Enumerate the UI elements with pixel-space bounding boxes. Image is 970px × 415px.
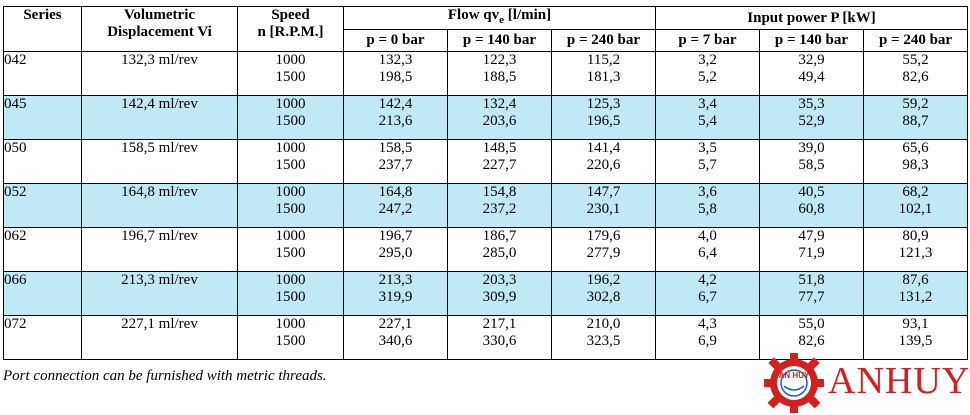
flow-cell: 132,4 203,6: [447, 95, 552, 140]
power-cell: 51,8 77,7: [759, 271, 864, 316]
specification-table: Series Volumetric Displacement Vi Speed …: [3, 6, 969, 360]
power-cell: 40,5 60,8: [759, 183, 864, 228]
flow-cell: 141,4 220,6: [551, 139, 656, 184]
header-power-col: p = 140 bar: [759, 29, 864, 52]
flow-cell: 115,2 181,3: [551, 51, 656, 96]
speed-cell: 1000 1500: [237, 227, 344, 272]
power-cell: 4,3 6,9: [655, 315, 760, 360]
power-cell: 55,0 82,6: [759, 315, 864, 360]
flow-cell: 179,6 277,9: [551, 227, 656, 272]
power-cell: 55,2 82,6: [862, 51, 969, 96]
power-cell: 68,2 102,1: [862, 183, 969, 228]
power-cell: 3,6 5,8: [655, 183, 760, 228]
speed-cell: 1000 1500: [237, 51, 344, 96]
flow-cell: 227,1 340,6: [343, 315, 448, 360]
flow-cell: 132,3 198,5: [343, 51, 448, 96]
series-cell: 042: [3, 51, 82, 96]
displacement-cell: 142,4 ml/rev: [81, 95, 238, 140]
header-power-group: Input power P [kW]: [654, 6, 969, 30]
flow-cell: 154,8 237,2: [447, 183, 552, 228]
displacement-cell: 227,1 ml/rev: [81, 315, 238, 360]
flow-cell: 142,4 213,6: [343, 95, 448, 140]
series-cell: 072: [3, 315, 82, 360]
header-speed: Speed n [R.P.M.]: [237, 6, 344, 52]
displacement-cell: 158,5 ml/rev: [81, 139, 238, 184]
series-cell: 052: [3, 183, 82, 228]
table-row: 045 142,4 ml/rev 1000 1500 142,4 213,6 132,4 20…: [3, 95, 969, 140]
anhuy-logo: AN HUY ANHUY: [760, 350, 970, 415]
power-cell: 3,4 5,4: [655, 95, 760, 140]
speed-cell: 1000 1500: [237, 139, 344, 184]
speed-cell: 1000 1500: [237, 315, 344, 360]
power-cell: 39,0 58,5: [759, 139, 864, 184]
speed-cell: 1000 1500: [237, 183, 344, 228]
flow-cell: 147,7 230,1: [551, 183, 656, 228]
header-flow-group: Flow qve [l/min]: [343, 6, 656, 30]
power-cell: 93,1 139,5: [862, 315, 969, 360]
flow-cell: 196,2 302,8: [551, 271, 656, 316]
power-cell: 80,9 121,3: [862, 227, 969, 272]
series-cell: 066: [3, 271, 82, 316]
speed-cell: 1000 1500: [237, 95, 344, 140]
power-cell: 32,9 49,4: [759, 51, 864, 96]
flow-cell: 125,3 196,5: [551, 95, 656, 140]
gear-logo-icon: AN HUY: [764, 353, 824, 413]
power-cell: 4,0 6,4: [655, 227, 760, 272]
series-cell: 062: [3, 227, 82, 272]
table-row: 052 164,8 ml/rev 1000 1500 164,8 247,2 154,8 23…: [3, 183, 969, 228]
flow-cell: 186,7 285,0: [447, 227, 552, 272]
power-cell: 35,3 52,9: [759, 95, 864, 140]
flow-cell: 210,0 323,5: [551, 315, 656, 360]
table-row: 066 213,3 ml/rev 1000 1500 213,3 319,9 203,3 30…: [3, 271, 969, 316]
flow-cell: 203,3 309,9: [447, 271, 552, 316]
power-cell: 3,2 5,2: [655, 51, 760, 96]
header-flow-col: p = 0 bar: [343, 29, 448, 52]
displacement-cell: 196,7 ml/rev: [81, 227, 238, 272]
power-cell: 59,2 88,7: [862, 95, 969, 140]
speed-cell: 1000 1500: [237, 271, 344, 316]
power-cell: 3,5 5,7: [655, 139, 760, 184]
flow-cell: 213,3 319,9: [343, 271, 448, 316]
svg-text:AN HUY: AN HUY: [779, 371, 810, 380]
power-cell: 4,2 6,7: [655, 271, 760, 316]
series-cell: 050: [3, 139, 82, 184]
flow-cell: 217,1 330,6: [447, 315, 552, 360]
header-displacement: Volumetric Displacement Vi: [81, 6, 238, 52]
table-row: 072 227,1 ml/rev 1000 1500 227,1 340,6 217,1 33…: [3, 315, 969, 360]
header-series: Series: [3, 6, 82, 52]
table-row: 050 158,5 ml/rev 1000 1500 158,5 237,7 148,5 22…: [3, 139, 969, 184]
footnote: Port connection can be furnished with me…: [3, 368, 327, 384]
flow-cell: 122,3 188,5: [447, 51, 552, 96]
power-cell: 87,6 131,2: [862, 271, 969, 316]
displacement-cell: 132,3 ml/rev: [81, 51, 238, 96]
flow-cell: 158,5 237,7: [343, 139, 448, 184]
table-row: 062 196,7 ml/rev 1000 1500 196,7 295,0 186,7 28…: [3, 227, 969, 272]
displacement-cell: 164,8 ml/rev: [81, 183, 238, 228]
flow-cell: 148,5 227,7: [447, 139, 552, 184]
header-power-col: p = 240 bar: [862, 29, 969, 52]
series-cell: 045: [3, 95, 82, 140]
power-cell: 47,9 71,9: [759, 227, 864, 272]
power-cell: 65,6 98,3: [862, 139, 969, 184]
header-power-col: p = 7 bar: [655, 29, 760, 52]
flow-cell: 164,8 247,2: [343, 183, 448, 228]
flow-cell: 196,7 295,0: [343, 227, 448, 272]
table-row: 042 132,3 ml/rev 1000 1500 132,3 198,5 122,3 18…: [3, 51, 969, 96]
logo-wordmark: ANHUY: [828, 360, 970, 402]
header-flow-col: p = 140 bar: [447, 29, 552, 52]
displacement-cell: 213,3 ml/rev: [81, 271, 238, 316]
header-flow-col: p = 240 bar: [551, 29, 656, 52]
